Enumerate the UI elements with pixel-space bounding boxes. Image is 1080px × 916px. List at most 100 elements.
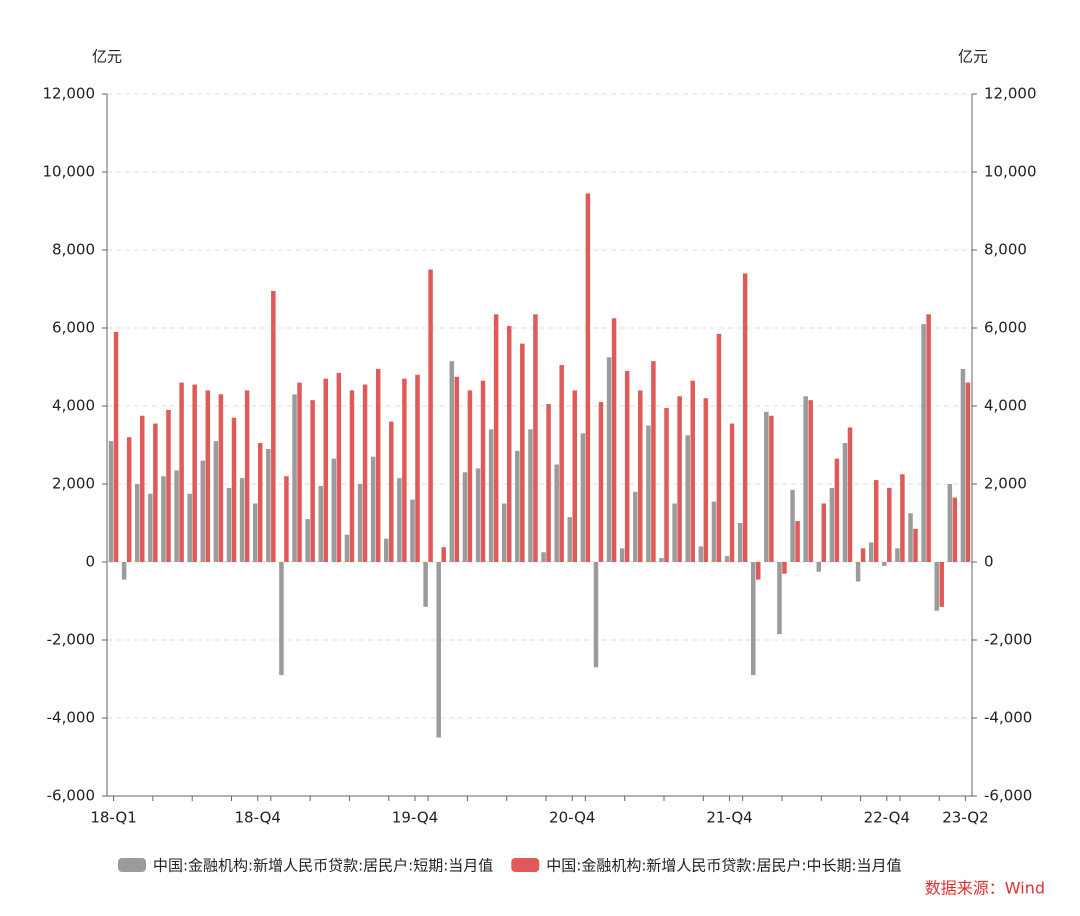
bar <box>166 409 171 562</box>
bar <box>790 489 795 562</box>
bar <box>664 407 669 562</box>
y2-tick-label: 2,000 <box>984 475 1027 493</box>
bar <box>336 372 342 562</box>
bar <box>271 290 276 562</box>
bar <box>554 464 559 562</box>
y-unit-label: 亿元 <box>92 48 122 66</box>
y2-tick-label: 12,000 <box>984 85 1037 103</box>
bar <box>244 390 250 562</box>
bar <box>362 384 368 562</box>
bar <box>847 427 853 562</box>
legend-swatch <box>511 858 540 872</box>
bar <box>135 484 140 562</box>
bar <box>323 378 328 562</box>
bar <box>711 501 717 562</box>
bar <box>375 368 381 562</box>
bar <box>703 398 709 562</box>
bar <box>782 562 787 574</box>
y-tick-label: -6,000 <box>47 787 95 805</box>
y-tick-label: -4,000 <box>47 709 95 727</box>
bar <box>690 380 695 562</box>
bar <box>939 562 944 607</box>
legend-swatch <box>118 858 146 872</box>
x-tick-label: 22-Q4 <box>864 809 910 827</box>
bar <box>698 546 704 562</box>
bar <box>559 365 564 562</box>
bar <box>520 343 525 562</box>
bar <box>795 521 800 562</box>
bar <box>192 384 197 562</box>
bar <box>965 382 971 562</box>
bar <box>598 402 604 562</box>
bar <box>384 538 389 562</box>
bar <box>148 493 153 562</box>
bar <box>533 314 538 562</box>
bar <box>756 562 761 580</box>
bar <box>126 437 132 562</box>
bar <box>742 273 748 562</box>
bar <box>449 361 455 562</box>
bar <box>344 534 350 562</box>
bar <box>633 491 638 562</box>
bar <box>310 400 315 562</box>
bar <box>716 333 722 562</box>
x-tick-label: 19-Q4 <box>392 809 438 827</box>
bar <box>834 458 840 562</box>
bar <box>821 503 827 562</box>
bar <box>624 370 630 562</box>
y2-tick-label: -6,000 <box>984 787 1032 805</box>
bar <box>769 415 774 562</box>
bar <box>187 493 192 562</box>
bar <box>318 485 323 562</box>
y2-tick-label: 6,000 <box>984 319 1027 337</box>
bar <box>908 513 913 562</box>
bar <box>528 429 533 562</box>
bar <box>921 324 926 562</box>
y2-tick-label: 0 <box>984 553 994 571</box>
y2-tick-label: 10,000 <box>984 163 1037 181</box>
bar <box>611 318 617 562</box>
bar <box>606 357 612 562</box>
bar <box>454 376 460 562</box>
y-tick-label: 10,000 <box>43 163 96 181</box>
bar <box>121 562 127 580</box>
legend-label: 中国:金融机构:新增人民币贷款:居民户:中长期:当月值 <box>546 857 901 875</box>
bar <box>952 497 958 562</box>
bar <box>153 423 158 562</box>
bar <box>895 548 900 562</box>
bar <box>724 556 730 562</box>
bar <box>213 441 219 562</box>
bar <box>501 503 507 562</box>
bar <box>619 548 625 562</box>
bar <box>331 458 337 562</box>
bar <box>108 441 114 562</box>
bar <box>646 425 651 562</box>
y-tick-label: -2,000 <box>47 631 95 649</box>
bar <box>672 503 677 562</box>
bar <box>266 448 271 562</box>
bar <box>239 478 245 562</box>
bar <box>515 450 520 562</box>
bar <box>297 382 302 562</box>
x-tick-label: 20-Q4 <box>549 809 595 827</box>
bar <box>200 460 206 562</box>
bar <box>816 562 822 572</box>
bar <box>410 499 415 562</box>
bar <box>593 562 599 668</box>
bar <box>218 394 224 562</box>
bar <box>737 523 743 562</box>
bar <box>541 552 546 562</box>
bar <box>900 474 905 562</box>
bar <box>685 435 690 562</box>
bar <box>113 331 119 562</box>
bar <box>546 404 551 562</box>
bar <box>860 548 866 562</box>
bar <box>842 443 848 562</box>
bar <box>960 368 966 562</box>
bar <box>252 503 258 562</box>
bar <box>868 542 874 562</box>
bar <box>572 390 578 562</box>
bar <box>174 470 179 562</box>
bar <box>926 314 931 562</box>
bar <box>873 480 879 562</box>
